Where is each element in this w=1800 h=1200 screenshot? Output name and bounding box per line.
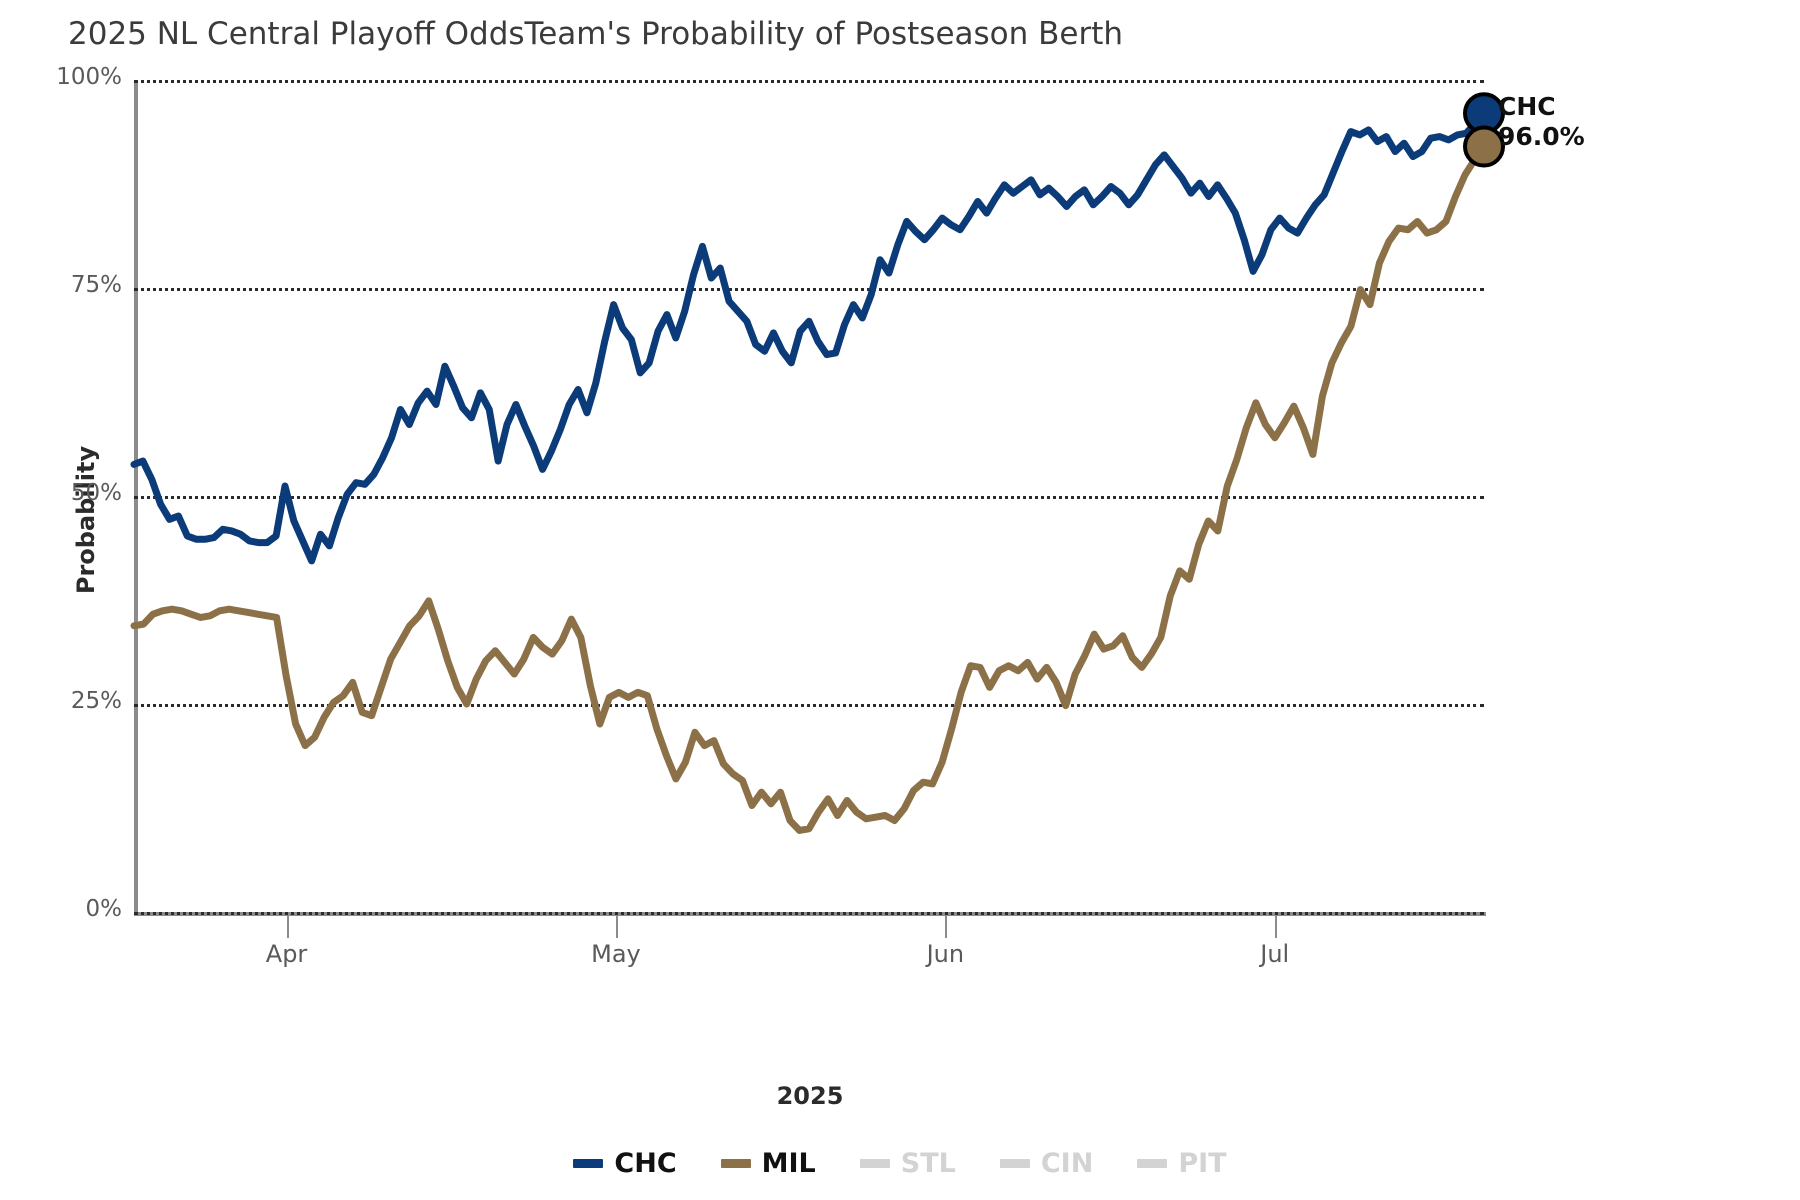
series-line-mil: [130, 143, 1488, 834]
gridline: [134, 704, 1484, 707]
legend-item-mil[interactable]: MIL: [720, 1148, 816, 1179]
x-tick-label: Jul: [1260, 940, 1290, 968]
endpoint-label: CHC 96.0%: [1498, 92, 1585, 151]
y-axis-title-wrap: Probability: [14, 420, 100, 620]
series-lines: [130, 92, 1505, 834]
y-axis-title: Probability: [72, 445, 101, 595]
gridline: [134, 80, 1484, 83]
x-tick-label: Apr: [265, 940, 308, 968]
endpoint-team-name: CHC: [1498, 92, 1556, 121]
x-tick-label: Jun: [926, 940, 965, 968]
y-tick-label: 100%: [56, 64, 122, 90]
x-tick-label: May: [591, 940, 641, 968]
legend-item-cin[interactable]: CIN: [999, 1148, 1094, 1179]
x-axis-title: 2025: [776, 1082, 844, 1110]
y-tick-label: 25%: [70, 688, 122, 714]
legend-label: CHC: [614, 1148, 677, 1179]
gridline: [134, 496, 1484, 499]
legend-item-stl[interactable]: STL: [859, 1148, 956, 1179]
legend-swatch-icon: [859, 1159, 890, 1168]
legend: CHC MIL STL CIN PIT: [0, 1148, 1800, 1179]
legend-label: CIN: [1040, 1148, 1094, 1179]
y-tick-label: 0%: [85, 896, 123, 922]
legend-swatch-icon: [999, 1159, 1030, 1168]
x-tick-mark: [945, 916, 948, 938]
legend-swatch-icon: [1137, 1159, 1168, 1168]
legend-swatch-icon: [573, 1159, 604, 1168]
x-tick-mark: [615, 916, 618, 938]
legend-item-pit[interactable]: PIT: [1137, 1148, 1227, 1179]
plot-area: [130, 80, 1505, 912]
x-tick-mark: [1274, 916, 1277, 938]
endpoint-marker-mil[interactable]: [1463, 125, 1505, 168]
y-tick-label: 75%: [70, 272, 122, 298]
legend-swatch-icon: [720, 1159, 751, 1168]
chart-title: 2025 NL Central Playoff OddsTeam's Proba…: [68, 16, 1124, 52]
gridline: [134, 912, 1484, 915]
legend-item-chc[interactable]: CHC: [573, 1148, 677, 1179]
x-tick-mark: [286, 916, 289, 938]
legend-label: STL: [900, 1148, 956, 1179]
legend-label: MIL: [761, 1148, 816, 1179]
gridline: [134, 288, 1484, 291]
endpoint-team-value: 96.0%: [1498, 121, 1585, 151]
series-line-chc: [130, 109, 1488, 565]
legend-label: PIT: [1178, 1148, 1227, 1179]
y-tick-label: 50%: [70, 480, 122, 506]
